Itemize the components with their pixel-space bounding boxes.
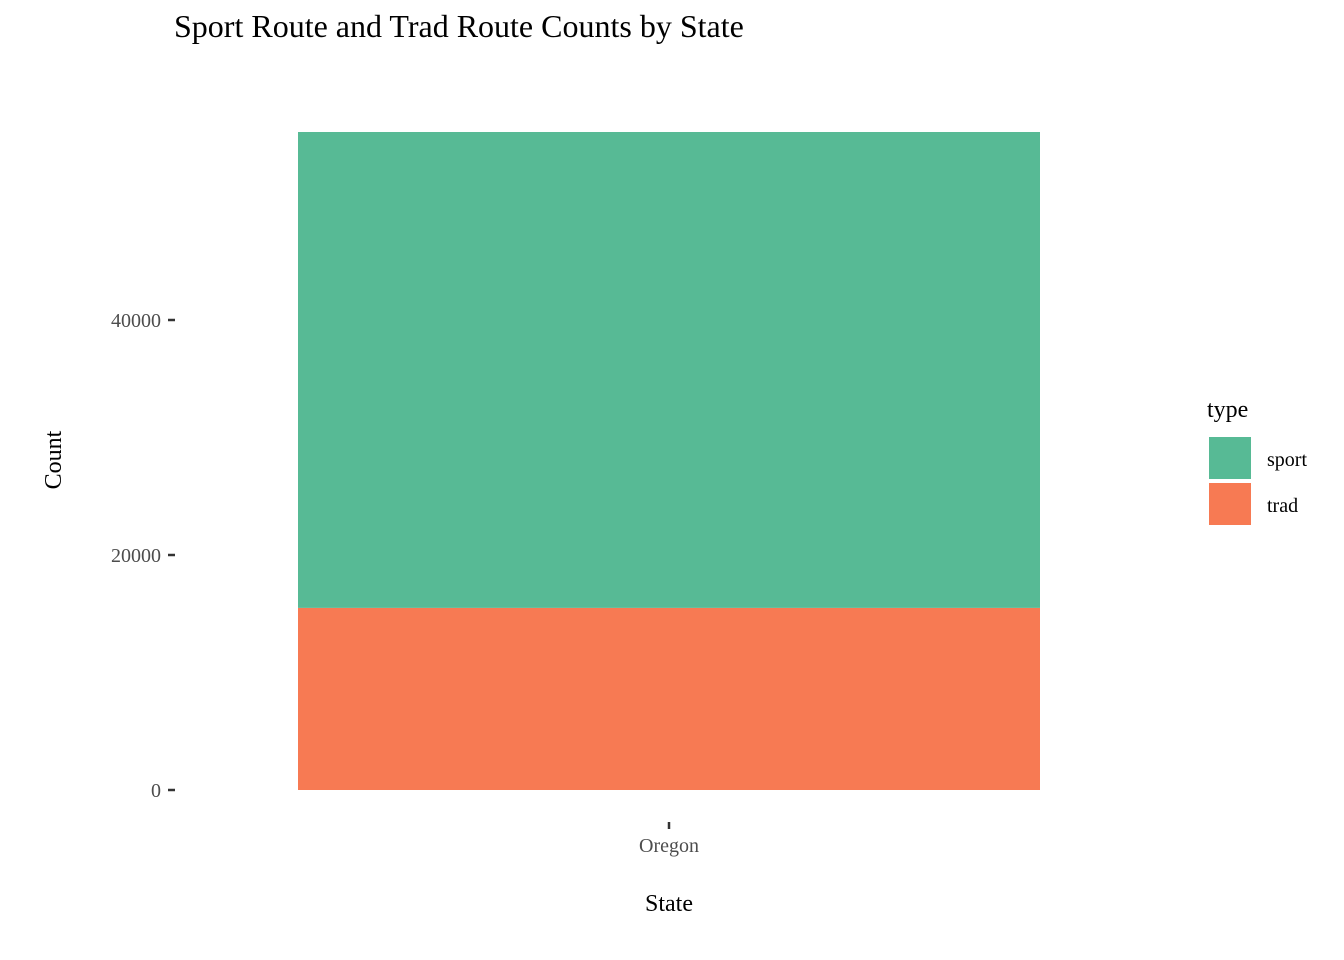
legend-items: sport trad xyxy=(1209,437,1307,525)
legend-key-sport xyxy=(1209,437,1251,479)
bar-segment-sport-oregon xyxy=(298,132,1040,608)
legend-label-sport: sport xyxy=(1267,449,1307,471)
x-axis-title: State xyxy=(645,891,693,917)
legend: type sport trad xyxy=(1207,397,1307,525)
legend-label-trad: trad xyxy=(1267,495,1298,517)
y-tick-label: 40000 xyxy=(111,310,161,332)
legend-title: type xyxy=(1207,397,1248,423)
bar-segment-trad-oregon xyxy=(298,607,1040,790)
legend-key-trad xyxy=(1209,483,1251,525)
chart-title: Sport Route and Trad Route Counts by Sta… xyxy=(174,8,744,44)
y-tick-label: 20000 xyxy=(111,545,161,567)
y-tick-label: 0 xyxy=(151,780,161,802)
x-tick-label: Oregon xyxy=(639,835,699,857)
y-axis-title: Count xyxy=(41,430,67,489)
y-axis: 0 20000 40000 xyxy=(111,310,175,802)
bars-layer xyxy=(298,132,1040,790)
x-axis: Oregon xyxy=(639,822,699,857)
